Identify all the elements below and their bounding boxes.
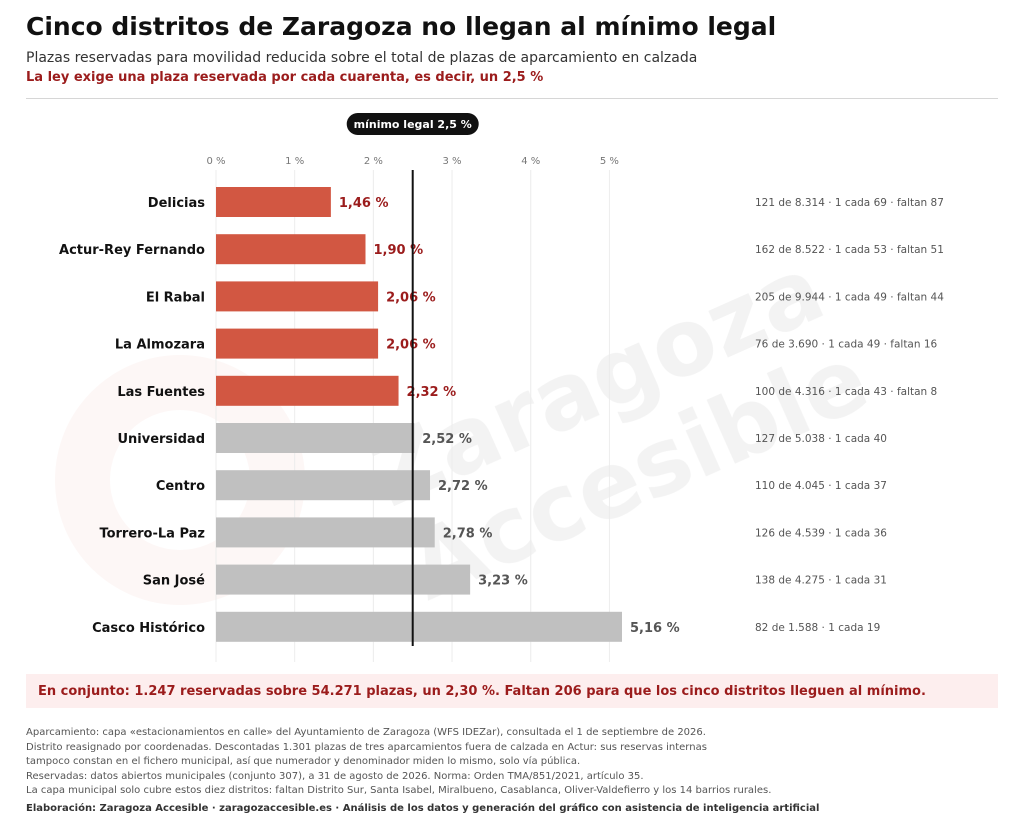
source-note-line: Aparcamiento: capa «estacionamientos en … [26, 727, 706, 738]
category-label: Delicias [148, 196, 205, 211]
credit-line: Elaboración: Zaragoza Accesible · zarago… [26, 803, 820, 814]
bar [216, 375, 399, 406]
bar [216, 234, 366, 265]
category-label: San José [143, 574, 205, 589]
x-tick-label: 3 % [443, 156, 462, 167]
source-note-line: tampoco constan en el fichero municipal,… [26, 756, 581, 767]
x-tick-label: 0 % [206, 156, 225, 167]
value-label: 3,23 % [478, 574, 528, 589]
bar-row: Actur-Rey Fernando 1,90 % 162 de 8.522 · 1… [59, 234, 944, 265]
legal-requirement-note: La ley exige una plaza reservada por cad… [26, 70, 544, 85]
value-label: 2,32 % [407, 385, 457, 400]
category-label: Universidad [117, 432, 205, 447]
value-label: 1,46 % [339, 196, 389, 211]
value-label: 2,52 % [422, 432, 472, 447]
category-label: El Rabal [146, 290, 205, 305]
bar-row: Torrero-La Paz 2,78 % 126 de 4.539 · 1 cad… [99, 517, 887, 548]
bar-row: Delicias 1,46 % 121 de 8.314 · 1 cada 69 ·… [148, 187, 944, 217]
reference-label: mínimo legal 2,5 % [354, 118, 472, 131]
detail-label: 138 de 4.275 · 1 cada 31 [755, 575, 887, 587]
value-label: 2,06 % [386, 290, 436, 305]
detail-label: 110 de 4.045 · 1 cada 37 [755, 480, 887, 492]
bar [216, 328, 379, 359]
chart-subtitle: Plazas reservadas para movilidad reducid… [26, 50, 698, 66]
source-note-line: Reservadas: datos abiertos municipales (… [26, 770, 644, 782]
bar [216, 564, 471, 595]
x-tick-label: 4 % [521, 156, 540, 167]
bar [216, 517, 435, 548]
summary-banner: En conjunto: 1.247 reservadas sobre 54.2… [26, 674, 998, 708]
bar-row: Casco Histórico 5,16 % 82 de 1.588 · 1 cad… [92, 611, 880, 642]
bar-row: Las Fuentes 2,32 % 100 de 4.316 · 1 cada 4… [117, 375, 937, 406]
value-label: 5,16 % [630, 621, 680, 636]
value-label: 2,72 % [438, 479, 488, 494]
value-label: 2,06 % [386, 338, 436, 353]
bar-row: San José 3,23 % 138 de 4.275 · 1 cada 31 [143, 564, 887, 595]
bar-row: Universidad 2,52 % 127 de 5.038 · 1 cada 4… [117, 423, 887, 453]
bar [216, 611, 622, 642]
value-label: 1,90 % [373, 243, 423, 258]
detail-label: 127 de 5.038 · 1 cada 40 [755, 433, 887, 445]
category-label: Casco Histórico [92, 621, 205, 636]
reference-label-pill [346, 113, 479, 135]
x-tick-label: 5 % [600, 156, 619, 167]
detail-label: 82 de 1.588 · 1 cada 19 [755, 622, 880, 634]
bar-row: La Almozara 2,06 % 76 de 3.690 · 1 cada 49… [115, 328, 938, 359]
bar [216, 281, 379, 312]
bar-row: Centro 2,72 % 110 de 4.045 · 1 cada 37 [156, 470, 887, 501]
detail-label: 126 de 4.539 · 1 cada 36 [755, 527, 887, 539]
source-note-line: Distrito reasignado por coordenadas. Des… [26, 741, 707, 753]
bars: Delicias 1,46 % 121 de 8.314 · 1 cada 69 ·… [59, 187, 944, 642]
x-axis-ticks: 0 % 1 % 2 % 3 % 4 % 5 % [206, 156, 618, 167]
detail-label: 76 de 3.690 · 1 cada 49 · faltan 16 [755, 339, 938, 351]
bar-row: El Rabal 2,06 % 205 de 9.944 · 1 cada 49 ·… [146, 281, 944, 312]
watermark-logo-inner-icon [110, 410, 250, 550]
detail-label: 162 de 8.522 · 1 cada 53 · faltan 51 [755, 244, 944, 256]
bar [216, 423, 415, 453]
category-label: Actur-Rey Fernando [59, 243, 205, 258]
category-label: Centro [156, 479, 205, 494]
source-notes: Aparcamiento: capa «estacionamientos en … [26, 726, 1001, 799]
bar [216, 187, 331, 217]
header-divider [26, 98, 998, 99]
x-tick-label: 2 % [364, 156, 383, 167]
detail-label: 121 de 8.314 · 1 cada 69 · faltan 87 [755, 197, 944, 209]
value-label: 2,78 % [443, 526, 493, 541]
chart-title: Cinco distritos de Zaragoza no llegan al… [26, 12, 777, 41]
detail-label: 205 de 9.944 · 1 cada 49 · faltan 44 [755, 291, 944, 303]
bar-chart: ZaragozaAccesible 0 % 1 % 2 % 3 % 4 % 5 % Del… [55, 113, 944, 662]
category-label: Las Fuentes [117, 385, 205, 400]
category-label: La Almozara [115, 338, 205, 353]
bar [216, 470, 431, 501]
detail-label: 100 de 4.316 · 1 cada 43 · faltan 8 [755, 386, 937, 398]
reference-line-group: mínimo legal 2,5 % [346, 113, 479, 646]
category-label: Torrero-La Paz [99, 526, 205, 541]
source-note-line: La capa municipal solo cubre estos diez … [26, 785, 772, 796]
x-tick-label: 1 % [285, 156, 304, 167]
